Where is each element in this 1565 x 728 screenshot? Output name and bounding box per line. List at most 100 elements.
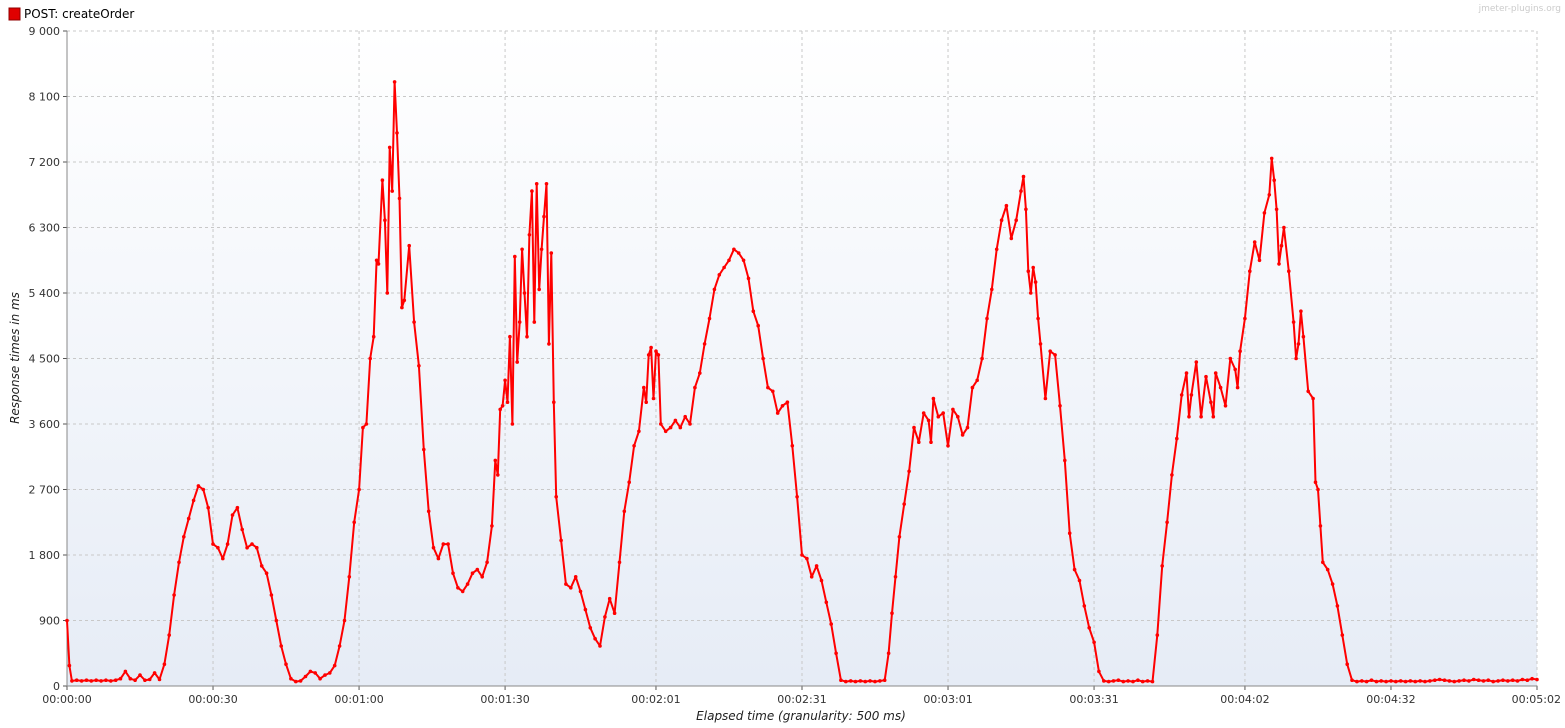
y-tick-label: 2 700 — [29, 484, 61, 497]
data-point — [109, 679, 113, 683]
data-point — [118, 676, 123, 681]
data-point — [1535, 677, 1539, 682]
data-point — [873, 679, 877, 684]
data-point — [374, 258, 379, 263]
x-tick-label: 00:01:00 — [334, 693, 383, 706]
y-tick-label: 900 — [39, 615, 60, 628]
data-point — [1311, 396, 1315, 401]
data-point — [603, 615, 607, 619]
data-point — [1520, 677, 1525, 682]
data-point — [785, 400, 790, 405]
data-point — [863, 679, 868, 684]
data-point — [917, 440, 921, 445]
data-point — [431, 545, 436, 550]
data-point — [368, 356, 373, 361]
data-point — [65, 618, 69, 623]
data-point — [588, 626, 593, 630]
data-point — [337, 644, 342, 648]
data-point — [1428, 679, 1432, 683]
data-point — [177, 560, 181, 565]
data-point — [868, 679, 872, 683]
data-point — [790, 444, 795, 448]
data-point — [819, 578, 824, 583]
data-point — [1274, 207, 1279, 212]
data-point — [712, 287, 717, 292]
watermark: jmeter-plugins.org — [1478, 4, 1561, 14]
data-point — [274, 618, 279, 623]
data-point — [303, 674, 308, 679]
data-point — [980, 356, 984, 361]
data-point — [1501, 678, 1505, 682]
data-point — [527, 233, 532, 237]
data-point — [578, 589, 583, 594]
data-point — [113, 678, 118, 682]
data-point — [622, 509, 627, 514]
data-point — [1213, 371, 1218, 375]
data-point — [936, 414, 941, 419]
data-point — [1306, 389, 1310, 394]
data-point — [383, 218, 387, 222]
data-point — [480, 575, 485, 579]
data-point — [1330, 582, 1335, 586]
data-point — [318, 676, 322, 681]
data-point — [152, 671, 157, 675]
data-point — [642, 385, 646, 390]
data-point — [1335, 604, 1340, 608]
data-point — [186, 516, 191, 521]
x-axis-label: Elapsed time (granularity: 500 ms) — [696, 709, 906, 723]
data-point — [834, 651, 838, 656]
data-point — [598, 644, 602, 648]
data-point — [1077, 578, 1082, 583]
grid-lines — [67, 30, 1538, 686]
data-point — [1209, 400, 1213, 405]
data-point — [1316, 487, 1320, 492]
data-point — [371, 334, 376, 339]
data-point — [1360, 679, 1364, 683]
data-point — [167, 633, 171, 637]
data-point — [1228, 356, 1233, 361]
data-point — [1170, 473, 1174, 477]
data-point — [357, 487, 361, 492]
data-point — [1510, 678, 1515, 682]
data-point — [397, 196, 402, 201]
data-point — [707, 316, 712, 321]
data-point — [216, 545, 220, 550]
y-tick-label: 5 400 — [29, 287, 61, 300]
data-point — [1491, 679, 1495, 684]
data-point — [84, 678, 89, 682]
data-point — [1389, 679, 1393, 683]
data-point — [1033, 280, 1038, 284]
data-point — [1179, 393, 1184, 397]
data-point — [352, 520, 357, 525]
y-tick-label: 8 100 — [29, 91, 61, 104]
data-point — [1067, 531, 1072, 535]
data-point — [1364, 679, 1369, 684]
data-point — [1021, 174, 1026, 179]
data-point — [1238, 349, 1242, 354]
legend-swatch — [8, 7, 21, 21]
data-point — [104, 678, 108, 682]
data-point — [490, 524, 494, 528]
data-point — [1140, 679, 1145, 684]
data-point — [361, 425, 365, 430]
data-point — [1131, 679, 1135, 684]
data-point — [805, 556, 809, 561]
data-point — [990, 287, 994, 292]
data-point — [385, 291, 390, 295]
data-point — [1530, 676, 1534, 681]
data-point — [1452, 679, 1457, 684]
data-point — [1291, 320, 1296, 324]
data-point — [1102, 679, 1106, 683]
data-point — [1009, 236, 1014, 241]
data-point — [493, 458, 498, 463]
data-point — [1496, 679, 1500, 683]
data-point — [1165, 520, 1169, 525]
data-point — [1243, 316, 1247, 321]
data-point — [513, 254, 517, 259]
data-point — [456, 586, 460, 590]
data-point — [294, 679, 298, 684]
data-point — [298, 679, 303, 683]
data-point — [470, 571, 475, 575]
data-point — [496, 473, 500, 477]
data-point — [70, 679, 74, 683]
